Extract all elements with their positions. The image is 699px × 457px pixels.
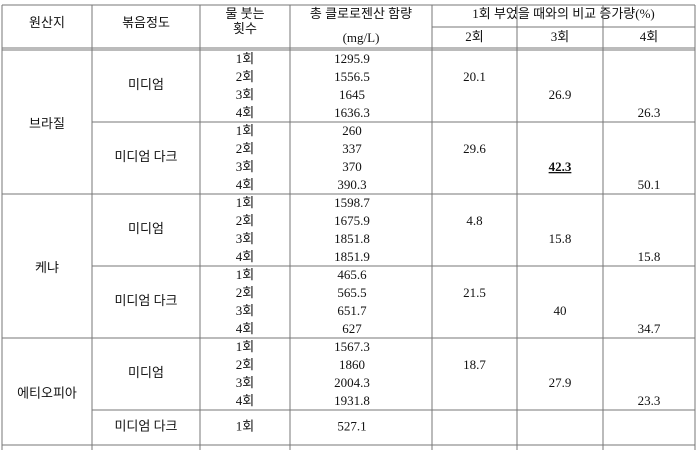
roast-cell: 미디엄 xyxy=(128,77,164,92)
value-cell: 627 xyxy=(342,321,362,336)
pour-cell: 3회 xyxy=(236,159,254,174)
increase-cell: 18.7 xyxy=(463,357,486,372)
value-cell: 1636.3 xyxy=(334,105,370,120)
increase-cell: 50.1 xyxy=(638,177,661,192)
value-cell: 1295.9 xyxy=(334,51,370,66)
pour-cell: 4회 xyxy=(236,177,254,192)
increase-cell: 42.3 xyxy=(549,159,572,174)
increase-cell: 23.3 xyxy=(638,393,661,408)
header-cell: 물 붓는 xyxy=(225,6,264,21)
pour-cell: 3회 xyxy=(236,303,254,318)
increase-cell: 4.8 xyxy=(466,213,482,228)
pour-cell: 1회 xyxy=(236,418,254,433)
value-cell: 260 xyxy=(342,123,362,138)
increase-cell: 21.5 xyxy=(463,285,486,300)
pour-cell: 1회 xyxy=(236,51,254,66)
origin-cell: 브라질 xyxy=(29,116,65,131)
value-cell: 1675.9 xyxy=(334,213,370,228)
pour-cell: 2회 xyxy=(236,141,254,156)
value-cell: 1645 xyxy=(339,87,365,102)
value-cell: 1567.3 xyxy=(334,339,370,354)
value-cell: 1851.8 xyxy=(334,231,370,246)
origin-cell: 에티오피아 xyxy=(17,385,77,400)
pour-cell: 1회 xyxy=(236,123,254,138)
roast-cell: 미디엄 다크 xyxy=(114,149,177,164)
header-cell: 1회 부었을 때와의 비교 증가량(%) xyxy=(472,6,655,21)
increase-cell: 27.9 xyxy=(549,375,572,390)
pour-cell: 4회 xyxy=(236,393,254,408)
increase-cell: 26.3 xyxy=(638,105,661,120)
pour-cell: 3회 xyxy=(236,231,254,246)
increase-cell: 26.9 xyxy=(549,87,572,102)
value-cell: 1860 xyxy=(339,357,365,372)
pour-cell: 2회 xyxy=(236,213,254,228)
value-cell: 337 xyxy=(342,141,362,156)
value-cell: 651.7 xyxy=(337,303,367,318)
header-cell: 2회 xyxy=(465,29,483,44)
increase-cell: 15.8 xyxy=(549,231,572,246)
pour-cell: 2회 xyxy=(236,69,254,84)
roast-cell: 미디엄 xyxy=(128,365,164,380)
value-cell: 1598.7 xyxy=(334,195,370,210)
pour-cell: 3회 xyxy=(236,87,254,102)
pour-cell: 2회 xyxy=(236,285,254,300)
header-cell: 3회 xyxy=(551,29,569,44)
pour-cell: 4회 xyxy=(236,249,254,264)
value-cell: 370 xyxy=(342,159,362,174)
pour-cell: 1회 xyxy=(236,339,254,354)
value-cell: 565.5 xyxy=(337,285,366,300)
pour-cell: 4회 xyxy=(236,105,254,120)
header-cell: 볶음정도 xyxy=(122,15,170,30)
value-cell: 1931.8 xyxy=(334,393,370,408)
roast-cell: 미디엄 xyxy=(128,221,164,236)
header-cell: 총 클로로젠산 함량 xyxy=(310,6,412,21)
value-cell: 2004.3 xyxy=(334,375,370,390)
pour-cell: 2회 xyxy=(236,357,254,372)
pour-cell: 4회 xyxy=(236,321,254,336)
value-cell: 465.6 xyxy=(337,267,367,282)
increase-cell: 40 xyxy=(554,303,567,318)
increase-cell: 20.1 xyxy=(463,69,486,84)
increase-cell: 15.8 xyxy=(638,249,661,264)
pour-cell: 3회 xyxy=(236,375,254,390)
value-cell: 527.1 xyxy=(337,418,366,433)
roast-cell: 미디엄 다크 xyxy=(114,293,177,308)
value-cell: 390.3 xyxy=(337,177,366,192)
pour-cell: 1회 xyxy=(236,267,254,282)
origin-cell: 케냐 xyxy=(35,260,59,275)
value-cell: 1851.9 xyxy=(334,249,370,264)
value-cell: 1556.5 xyxy=(334,69,370,84)
header-cell: (mg/L) xyxy=(343,30,380,45)
pour-cell: 1회 xyxy=(236,195,254,210)
header-cell: 4회 xyxy=(640,29,658,44)
roast-cell: 미디엄 다크 xyxy=(114,418,177,433)
increase-cell: 34.7 xyxy=(638,321,661,336)
increase-cell: 29.6 xyxy=(463,141,486,156)
header-cell: 원산지 xyxy=(29,15,65,30)
header-cell: 횟수 xyxy=(233,21,257,36)
